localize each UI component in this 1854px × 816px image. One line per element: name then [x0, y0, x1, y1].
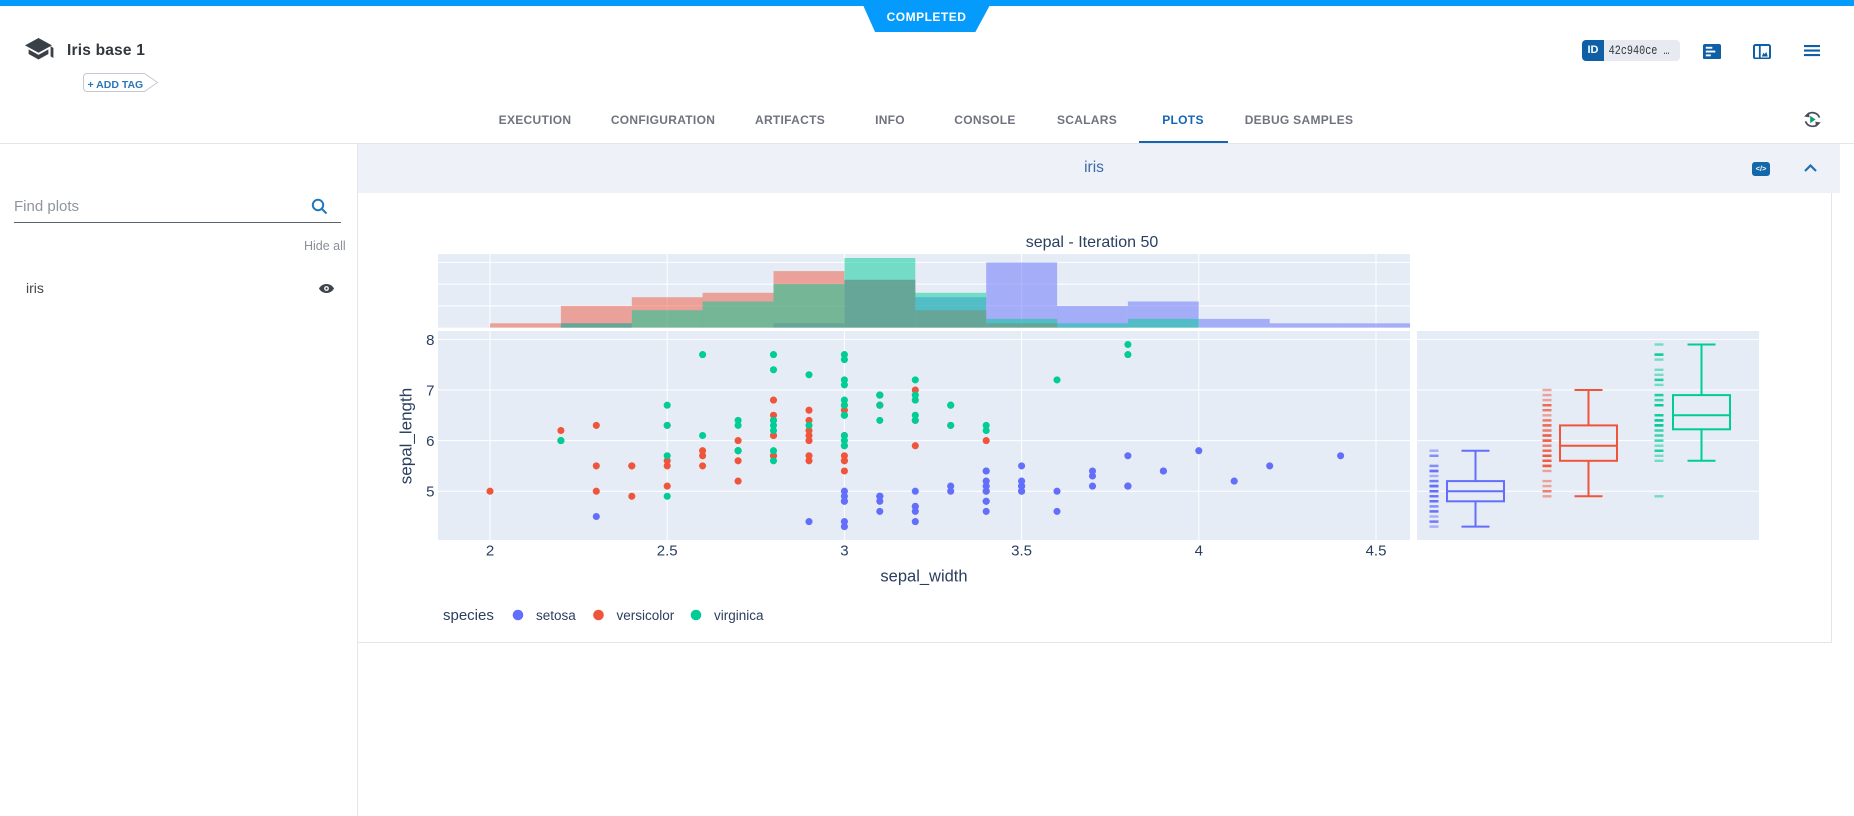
- svg-text:versicolor: versicolor: [617, 608, 675, 623]
- svg-text:sepal - Iteration 50: sepal - Iteration 50: [1026, 234, 1159, 251]
- svg-text:2.5: 2.5: [657, 543, 678, 560]
- svg-text:species: species: [443, 607, 494, 624]
- svg-text:5: 5: [426, 484, 434, 501]
- svg-text:4.5: 4.5: [1366, 543, 1387, 560]
- svg-text:6: 6: [426, 433, 434, 450]
- svg-text:sepal_length: sepal_length: [397, 388, 416, 484]
- svg-text:virginica: virginica: [714, 608, 764, 623]
- svg-text:3.5: 3.5: [1011, 543, 1032, 560]
- svg-text:3: 3: [840, 543, 848, 560]
- svg-text:7: 7: [426, 383, 434, 400]
- svg-text:4: 4: [1195, 543, 1203, 560]
- svg-text:2: 2: [486, 543, 494, 560]
- svg-text:8: 8: [426, 332, 434, 349]
- svg-text:setosa: setosa: [536, 608, 576, 623]
- svg-text:sepal_width: sepal_width: [880, 568, 967, 586]
